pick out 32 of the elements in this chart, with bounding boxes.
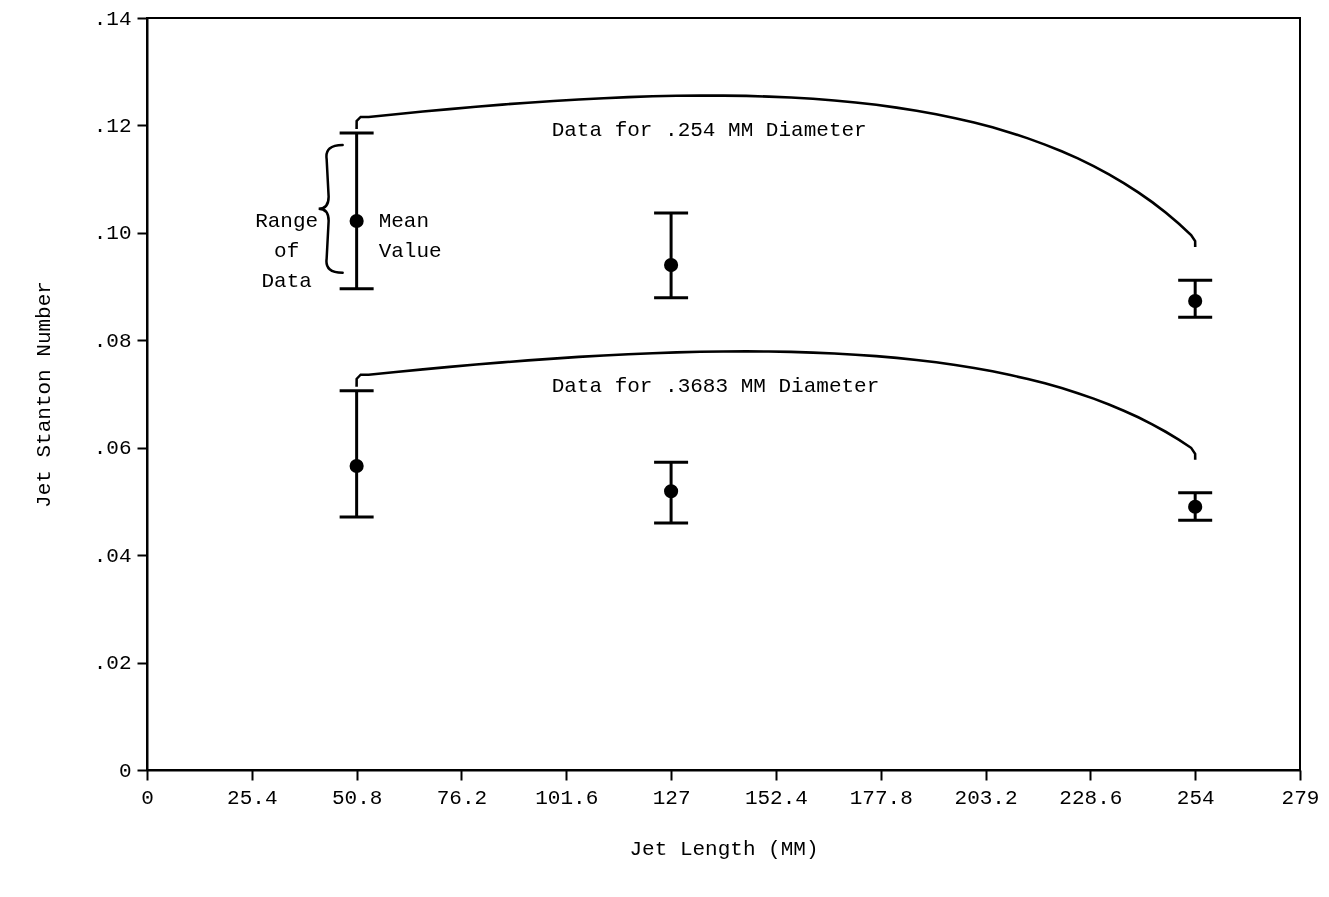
y-tick-label: .10 — [93, 222, 132, 246]
x-tick-label: 101.6 — [535, 786, 599, 810]
y-tick-label: .08 — [93, 329, 132, 353]
y-tick-label: .02 — [93, 652, 132, 676]
point — [349, 458, 364, 474]
annotation: Mean Value — [378, 210, 442, 264]
x-tick-label: 50.8 — [331, 786, 383, 810]
point — [664, 258, 679, 273]
point — [1188, 294, 1203, 309]
x-tick-label: 254 — [1176, 786, 1215, 810]
x-tick-label: 25.4 — [227, 786, 278, 810]
point — [349, 213, 364, 229]
y-tick-label: 0 — [118, 759, 132, 783]
y-tick-label: .14 — [93, 7, 132, 31]
annotation: Data for .3683 MM Diameter — [551, 374, 880, 398]
y-axis-title: Jet Stanton Number — [32, 281, 56, 508]
point — [1188, 499, 1203, 514]
x-axis-title: Jet Length (MM) — [629, 837, 819, 861]
x-tick-label: 152.4 — [744, 786, 808, 810]
x-tick-label: 127 — [652, 786, 691, 810]
x-tick-label: 279 — [1281, 786, 1320, 810]
annotation: Range of Data — [255, 210, 319, 294]
point — [664, 484, 679, 499]
y-tick-label: .12 — [93, 114, 132, 138]
annotation: Data for .254 MM Diameter — [551, 118, 867, 142]
y-tick-label: .04 — [93, 544, 132, 568]
x-tick-label: 76.2 — [436, 786, 488, 810]
x-tick-label: 228.6 — [1059, 786, 1123, 810]
x-tick-label: 0 — [141, 786, 154, 810]
x-tick-label: 203.2 — [954, 786, 1018, 810]
x-tick-label: 177.8 — [849, 786, 913, 810]
y-tick-label: .06 — [93, 437, 132, 461]
